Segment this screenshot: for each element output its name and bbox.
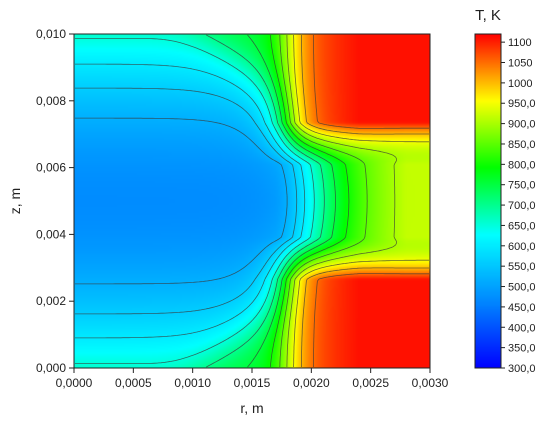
isotherm-750 [247,34,336,368]
colorbar-gradient [475,34,501,368]
colorbar-tick-label: 1000 [508,78,532,90]
colorbar-tick-label: 950,0 [508,98,536,110]
y-tick-label: 0,004 [36,227,66,241]
colorbar-tick-label: 750,0 [508,180,536,192]
colorbar-tick-label: 1100 [508,37,532,49]
x-tick-label: 0,0010 [174,376,211,390]
isotherm-700 [206,34,325,368]
x-tick-label: 0,0030 [412,376,449,390]
isotherm-560 [75,87,298,315]
temperature-field [74,34,430,368]
isotherm-520 [75,117,288,285]
y-tick-label: 0,000 [36,361,66,375]
colorbar-ticks: 300,0 350,0 400,0 450,0 500,0 550,0 600,0 650,0… [501,37,536,375]
isotherm-650 [75,38,315,364]
x-axis-label: r, m [240,400,263,416]
colorbar-tick-label: 700,0 [508,200,536,212]
x-tick-label: 0,0015 [234,376,271,390]
colorbar-tick-label: 800,0 [508,159,536,171]
colorbar-tick-label: 600,0 [508,241,536,253]
isotherm-1050 [313,35,429,367]
isotherm-lines [75,34,429,368]
y-axis-label: z, m [7,188,23,214]
y-tick-label: 0,010 [36,27,66,41]
colorbar-tick-label: 400,0 [508,322,536,334]
colorbar-frame [474,33,502,369]
x-tick-label: 0,0000 [56,376,93,390]
colorbar-tick-label: 450,0 [508,302,536,314]
colorbar-tick-label: 350,0 [508,343,536,355]
colorbar-tick-label: 1050 [508,58,532,70]
x-tick-label: 0,0005 [115,376,152,390]
y-tick-label: 0,006 [36,161,66,175]
isotherm-1000 [301,35,429,367]
colorbar-tick-label: 850,0 [508,139,536,151]
x-tick-label: 0,0020 [293,376,330,390]
colorbar-tick-label: 500,0 [508,282,536,294]
x-tick-label: 0,0025 [352,376,389,390]
y-tick-label: 0,008 [36,94,66,108]
x-axis-ticks: 0,0000 0,0005 0,0010 0,0015 0,0020 0,0025 0,00… [56,368,449,390]
plot-area [73,33,431,369]
isotherm-850 [279,34,368,368]
colorbar-tick-label: 900,0 [508,119,536,131]
isotherm-600 [75,63,306,339]
colorbar-tick-label: 650,0 [508,220,536,232]
isotherm-900 [286,35,397,367]
y-axis-ticks: 0,000 0,002 0,004 0,006 0,008 0,010 [36,27,74,375]
colorbar-tick-label: 550,0 [508,261,536,273]
y-tick-label: 0,002 [36,294,66,308]
isotherm-800 [269,34,350,368]
colorbar-tick-label: 300,0 [508,363,536,375]
isotherm-950 [293,35,429,367]
colorbar-title: T, K [475,7,501,24]
colorbar: T, K 300,0 350,0 400,0 450,0 500,0 550,0 600,0… [474,7,536,375]
